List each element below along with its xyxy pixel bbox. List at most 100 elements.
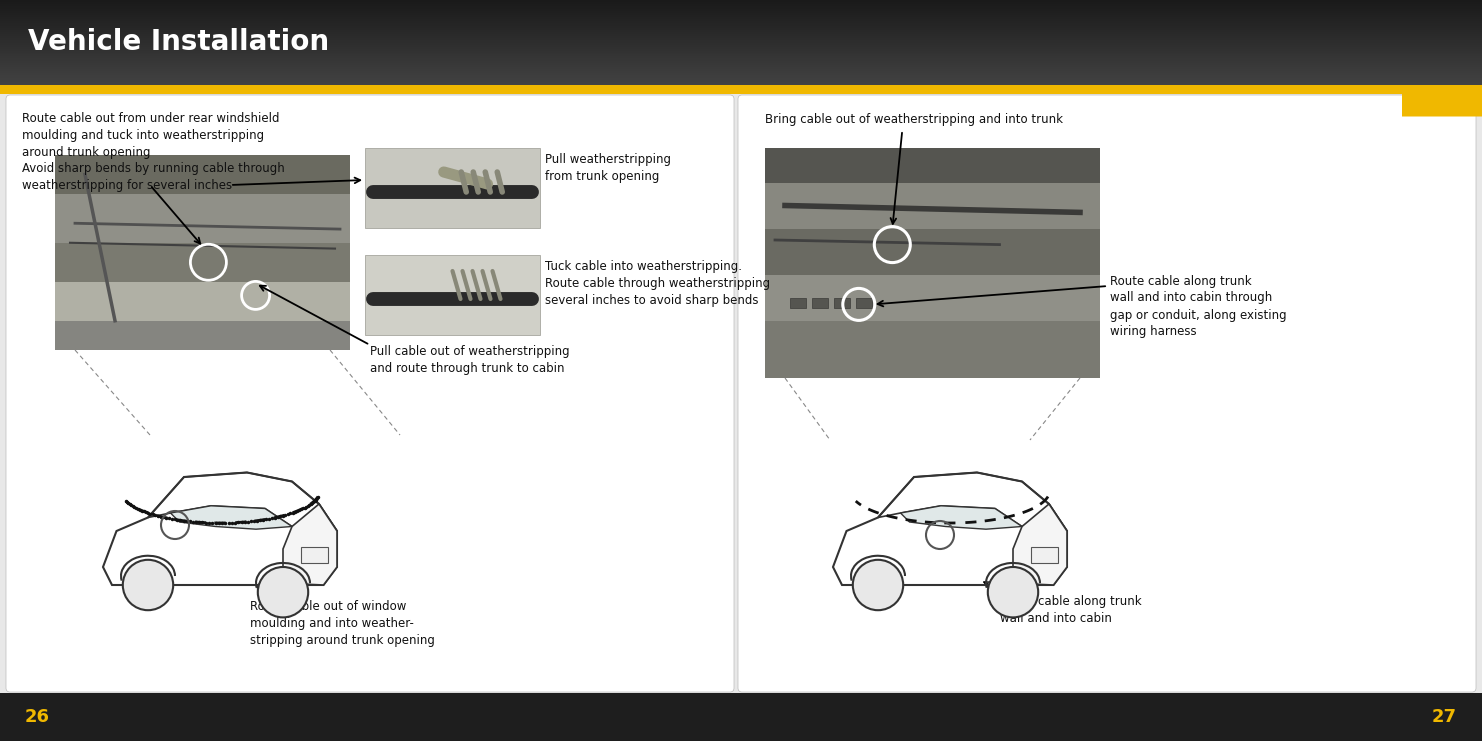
Bar	[0, 80, 1482, 81]
Bar	[0, 46, 1482, 47]
Bar	[0, 36, 1482, 37]
Bar	[0, 41, 1482, 42]
Bar	[0, 14, 1482, 15]
Text: Route cable along trunk
wall and into cabin: Route cable along trunk wall and into ca…	[1000, 595, 1141, 625]
Text: Route cable out from under rear windshield
moulding and tuck into weatherstrippi: Route cable out from under rear windshie…	[22, 112, 280, 159]
Bar	[765, 182, 1100, 228]
Bar	[0, 8, 1482, 10]
Bar	[0, 31, 1482, 32]
Bar	[0, 34, 1482, 35]
Bar	[0, 21, 1482, 22]
Bar	[0, 76, 1482, 78]
Bar	[1031, 547, 1058, 563]
Bar	[765, 148, 1100, 182]
Bar	[55, 155, 350, 350]
Bar	[0, 40, 1482, 41]
Bar	[0, 57, 1482, 59]
Bar	[0, 5, 1482, 7]
Text: 26: 26	[25, 708, 50, 726]
Bar	[0, 7, 1482, 8]
Bar	[0, 66, 1482, 67]
Text: Tuck cable into weatherstripping.
Route cable through weatherstripping
several i: Tuck cable into weatherstripping. Route …	[545, 260, 771, 307]
Polygon shape	[283, 504, 336, 585]
Bar	[55, 194, 350, 243]
Bar	[0, 49, 1482, 50]
Bar	[55, 155, 350, 194]
Bar	[0, 79, 1482, 80]
Bar	[0, 48, 1482, 49]
Bar	[0, 22, 1482, 24]
Bar	[0, 32, 1482, 33]
Bar	[55, 243, 350, 282]
Bar	[0, 0, 1482, 1]
Text: 27: 27	[1432, 708, 1457, 726]
Bar	[0, 39, 1482, 40]
Bar	[0, 63, 1482, 64]
Bar	[0, 64, 1482, 66]
Bar	[0, 85, 1482, 94]
Text: Bring cable out of weatherstripping and into trunk: Bring cable out of weatherstripping and …	[765, 113, 1063, 126]
Bar	[0, 61, 1482, 62]
Bar	[0, 78, 1482, 79]
Bar	[0, 2, 1482, 3]
Bar	[55, 321, 350, 350]
Text: Route cable out of window
moulding and into weather-
stripping around trunk open: Route cable out of window moulding and i…	[250, 600, 434, 647]
Bar	[0, 62, 1482, 63]
Bar	[765, 148, 1100, 378]
Bar	[765, 321, 1100, 378]
Circle shape	[852, 559, 903, 610]
Bar	[0, 29, 1482, 30]
Bar	[790, 297, 806, 308]
Bar	[765, 274, 1100, 321]
Bar	[0, 17, 1482, 18]
Bar	[0, 51, 1482, 52]
Bar	[0, 84, 1482, 85]
Bar	[0, 44, 1482, 46]
Bar	[0, 16, 1482, 17]
Text: Pull cable out of weatherstripping
and route through trunk to cabin: Pull cable out of weatherstripping and r…	[370, 345, 569, 375]
Bar	[0, 19, 1482, 20]
Bar	[365, 255, 539, 335]
Bar	[0, 693, 1482, 741]
Bar	[0, 69, 1482, 70]
Bar	[0, 74, 1482, 76]
Text: Pull weatherstripping
from trunk opening: Pull weatherstripping from trunk opening	[545, 153, 671, 183]
Bar	[0, 42, 1482, 44]
Bar	[0, 52, 1482, 53]
Circle shape	[258, 567, 308, 617]
Bar	[0, 59, 1482, 61]
Bar	[0, 4, 1482, 5]
Polygon shape	[170, 506, 292, 529]
Bar	[857, 297, 871, 308]
Bar	[765, 228, 1100, 274]
Polygon shape	[901, 506, 1023, 529]
Bar	[0, 54, 1482, 56]
Bar	[0, 13, 1482, 14]
Bar	[55, 282, 350, 321]
Bar	[0, 3, 1482, 4]
Bar	[0, 56, 1482, 57]
Bar	[0, 47, 1482, 48]
Bar	[0, 15, 1482, 16]
Bar	[812, 297, 828, 308]
Bar	[0, 33, 1482, 34]
Bar	[0, 73, 1482, 74]
Bar	[365, 148, 539, 228]
Bar	[301, 547, 328, 563]
Bar	[0, 37, 1482, 39]
Bar	[0, 20, 1482, 21]
Bar	[0, 25, 1482, 27]
Circle shape	[123, 559, 173, 610]
Bar	[0, 81, 1482, 82]
Bar	[0, 10, 1482, 12]
Text: Avoid sharp bends by running cable through
weatherstripping for several inches: Avoid sharp bends by running cable throu…	[22, 162, 285, 192]
FancyBboxPatch shape	[1402, 85, 1482, 116]
Bar	[0, 71, 1482, 73]
Bar	[0, 68, 1482, 69]
FancyBboxPatch shape	[738, 95, 1476, 692]
Text: Route cable along trunk
wall and into cabin through
gap or conduit, along existi: Route cable along trunk wall and into ca…	[1110, 274, 1286, 339]
Circle shape	[988, 567, 1039, 617]
Bar	[0, 83, 1482, 84]
Bar	[0, 53, 1482, 54]
Bar	[0, 12, 1482, 13]
